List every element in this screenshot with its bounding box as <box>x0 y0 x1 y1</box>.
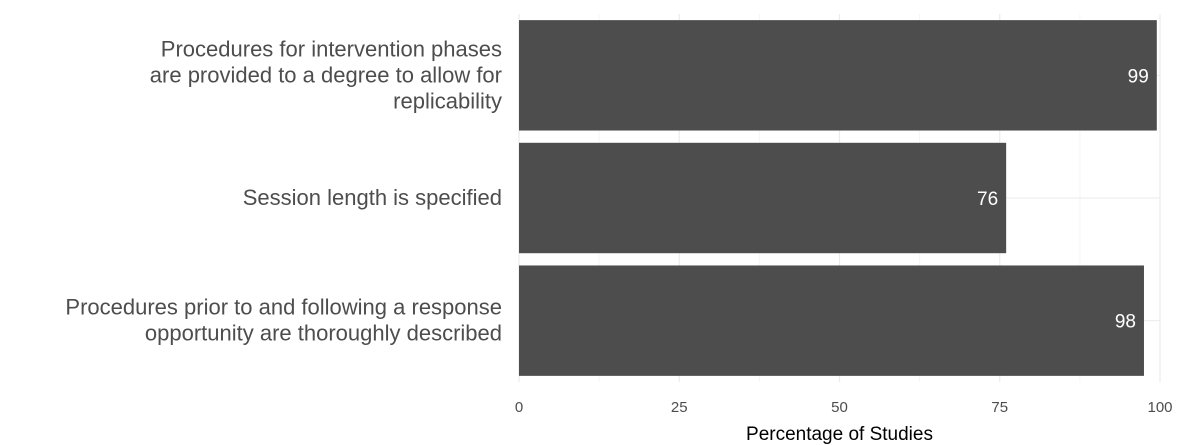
category-label: Procedures prior to and following a resp… <box>65 295 502 346</box>
bar <box>519 265 1144 376</box>
x-tick-label: 100 <box>1147 399 1172 416</box>
category-label-line: Procedures for intervention phases <box>161 36 502 61</box>
category-labels: Procedures for intervention phases are pr… <box>65 36 502 345</box>
category-label-line: Session length is specified <box>243 185 502 210</box>
x-tick-label: 75 <box>991 399 1008 416</box>
category-label-line: are provided to a degree to allow for <box>150 62 502 87</box>
x-tick-label: 0 <box>515 399 523 416</box>
category-label: Session length is specified <box>243 185 502 210</box>
category-label: Procedures for intervention phases are pr… <box>150 36 502 113</box>
category-label-line: Procedures prior to and following a resp… <box>65 295 502 320</box>
data-labels: 99 76 98 <box>977 66 1149 332</box>
bar <box>519 142 1007 254</box>
category-label-line: opportunity are thoroughly described <box>145 321 502 346</box>
category-label-line: replicability <box>393 88 502 113</box>
x-tick-label: 50 <box>831 399 848 416</box>
data-label: 98 <box>1115 312 1136 333</box>
data-label: 99 <box>1128 66 1149 87</box>
data-label: 76 <box>977 189 998 210</box>
x-tick-label: 25 <box>671 399 688 416</box>
x-tick-labels: 0 25 50 75 100 <box>515 399 1173 416</box>
x-axis-title: Percentage of Studies <box>746 424 933 445</box>
bar <box>519 20 1157 131</box>
bars <box>519 20 1157 376</box>
